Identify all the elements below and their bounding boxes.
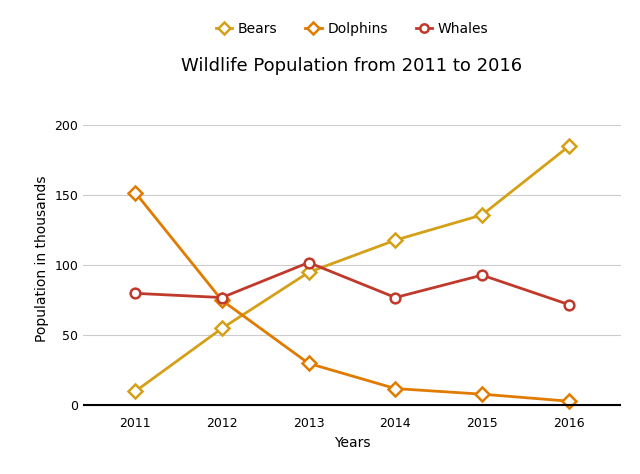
Legend: Bears, Dolphins, Whales: Bears, Dolphins, Whales [210, 17, 494, 42]
Text: Wildlife Population from 2011 to 2016: Wildlife Population from 2011 to 2016 [181, 57, 523, 75]
Y-axis label: Population in thousands: Population in thousands [35, 175, 49, 342]
X-axis label: Years: Years [333, 436, 371, 450]
